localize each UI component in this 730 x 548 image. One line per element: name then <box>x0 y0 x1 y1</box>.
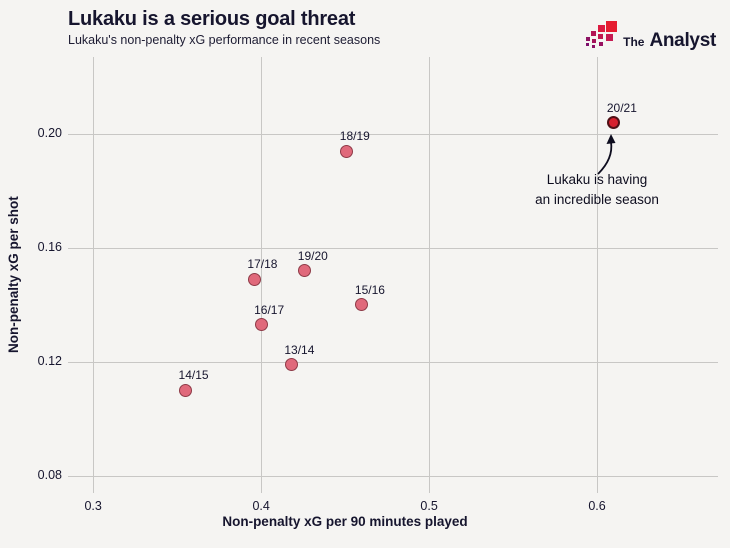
data-point-label: 13/14 <box>284 342 315 357</box>
data-point <box>340 144 354 158</box>
y-gridline <box>68 361 718 363</box>
x-axis-title: Non-penalty xG per 90 minutes played <box>222 514 468 529</box>
data-point-label: 16/17 <box>254 302 285 317</box>
annotation-line: an incredible season <box>535 192 659 207</box>
data-point-label: 19/20 <box>297 248 328 263</box>
x-gridline <box>429 57 431 493</box>
analyst-pixels-icon <box>586 21 618 48</box>
data-point <box>179 383 193 397</box>
x-tick-label: 0.3 <box>84 499 102 513</box>
x-tick-label: 0.6 <box>588 499 606 513</box>
y-tick-label: 0.08 <box>37 467 62 482</box>
the-analyst-logo: The Analyst <box>586 16 716 52</box>
x-tick-label: 0.4 <box>252 499 270 513</box>
y-gridline <box>68 133 718 135</box>
y-gridline <box>68 475 718 477</box>
data-point-label: 18/19 <box>339 129 370 144</box>
page-title: Lukaku is a serious goal threat <box>68 8 356 30</box>
x-gridline <box>597 57 599 493</box>
y-tick-label: 0.12 <box>37 353 62 368</box>
x-gridline <box>93 57 95 493</box>
y-axis-title: Non-penalty xG per shot <box>6 196 21 354</box>
annotation-text: Lukaku is having an incredible season <box>507 170 687 210</box>
y-tick-label: 0.16 <box>37 239 62 254</box>
data-point <box>284 358 298 372</box>
data-point <box>247 272 261 286</box>
data-point-label: 15/16 <box>354 282 385 297</box>
data-point <box>298 264 312 278</box>
annotation-line: Lukaku is having <box>546 172 648 187</box>
data-point-label: 17/18 <box>247 257 278 272</box>
data-point <box>607 116 621 130</box>
data-point-label: 14/15 <box>178 368 209 383</box>
data-point <box>254 318 268 332</box>
data-point-label: 20/21 <box>606 100 637 115</box>
y-gridline <box>68 247 718 249</box>
brand-name: Analyst <box>649 30 716 51</box>
x-gridline <box>261 57 263 493</box>
brand-the: The <box>623 35 645 49</box>
data-point <box>355 298 369 312</box>
x-tick-label: 0.5 <box>420 499 438 513</box>
y-tick-label: 0.20 <box>37 125 62 140</box>
page-subtitle: Lukaku's non-penalty xG performance in r… <box>68 33 381 47</box>
annotation-arrow-icon <box>597 134 616 175</box>
